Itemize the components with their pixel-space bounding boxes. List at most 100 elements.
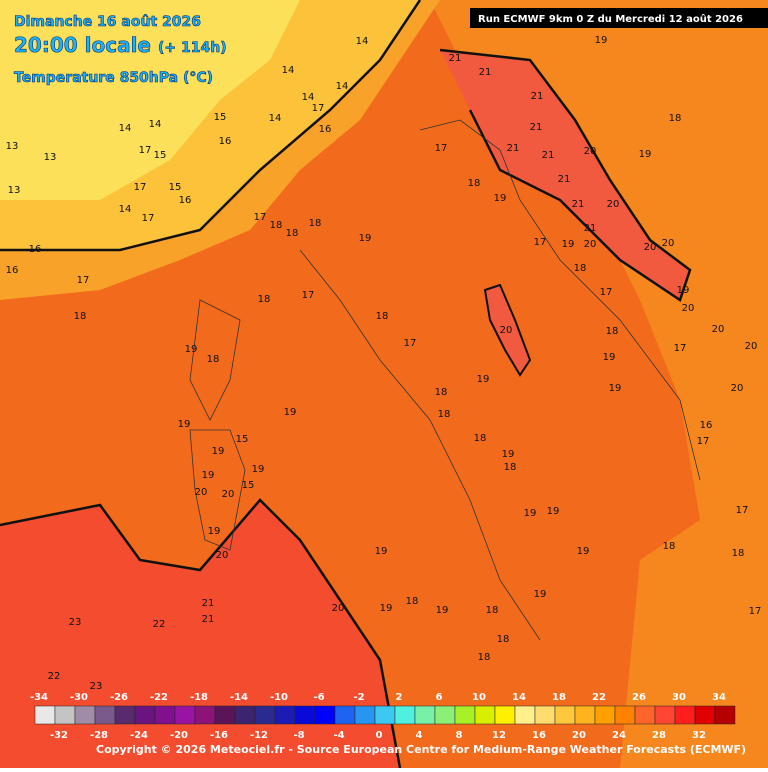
legend-swatch	[374, 705, 396, 725]
map-label: 19	[212, 446, 225, 457]
map-label: 18	[258, 294, 271, 305]
map-label: 20	[644, 242, 657, 253]
legend-tick-label: -28	[90, 730, 108, 741]
map-label: 17	[134, 182, 147, 193]
contour	[439, 48, 692, 302]
map-label: 18	[663, 541, 676, 552]
map-label: 18	[286, 228, 299, 239]
map-label: 19	[494, 193, 507, 204]
map-label: 20	[332, 603, 345, 614]
legend-tick-label: 16	[532, 730, 546, 741]
map-label: 21	[202, 614, 215, 625]
map-label: 16	[700, 420, 713, 431]
map-label: 19	[547, 506, 560, 517]
legend-swatch	[474, 705, 496, 725]
map-label: 19	[436, 605, 449, 616]
map-label: 20	[712, 324, 725, 335]
legend-tick-label: 6	[436, 692, 443, 703]
map-label: 20	[216, 550, 229, 561]
legend-swatch	[154, 705, 176, 725]
map-label: 17	[736, 505, 749, 516]
map-label: 18	[406, 596, 419, 607]
legend-swatch	[634, 705, 656, 725]
map-label: 14	[149, 119, 162, 130]
map-label: 17	[302, 290, 315, 301]
legend-swatch	[234, 705, 256, 725]
legend-swatch	[454, 705, 476, 725]
legend-tick-label: 8	[456, 730, 463, 741]
map-label: 19	[577, 546, 590, 557]
map-label: 21	[507, 143, 520, 154]
map-label: 20	[584, 146, 597, 157]
map-label: 18	[435, 387, 448, 398]
map-label: 15	[169, 182, 182, 193]
map-label: 14	[282, 65, 295, 76]
legend-tick-label: 28	[652, 730, 666, 741]
map-label: 19	[359, 233, 372, 244]
legend-tick-label: 2	[396, 692, 403, 703]
legend-tick-label: -20	[170, 730, 188, 741]
map-label: 18	[474, 433, 487, 444]
legend-tick-label: 18	[552, 692, 566, 703]
legend-swatch	[194, 705, 216, 725]
map-label: 19	[603, 352, 616, 363]
map-label: 19	[208, 526, 221, 537]
map-label: 19	[677, 285, 690, 296]
map-label: 20	[662, 238, 675, 249]
legend-swatch	[94, 705, 116, 725]
map-label: 20	[195, 487, 208, 498]
legend-swatch	[514, 705, 536, 725]
map-label: 18	[468, 178, 481, 189]
map-label: 18	[606, 326, 619, 337]
map-label: 22	[153, 619, 166, 630]
contour	[0, 498, 402, 769]
map-label: 14	[119, 123, 132, 134]
island	[189, 299, 246, 551]
map-label: 19	[534, 589, 547, 600]
copyright: Copyright © 2026 Meteociel.fr - Source E…	[96, 743, 746, 756]
legend-tick-label: 32	[692, 730, 706, 741]
legend-tick-label: -24	[130, 730, 148, 741]
map-label: 21	[530, 122, 543, 133]
run-text: Run ECMWF 9km 0 Z du Mercredi 12 août 20…	[478, 13, 743, 25]
map-label: 23	[90, 681, 103, 692]
map-label: 18	[438, 409, 451, 420]
legend-tick-label: -4	[333, 730, 344, 741]
region	[0, 0, 300, 200]
legend-swatch	[174, 705, 196, 725]
map-label: 18	[207, 354, 220, 365]
map-label: 14	[356, 36, 369, 47]
map-label: 16	[219, 136, 232, 147]
map-label: 19	[477, 374, 490, 385]
legend-tick-label: -8	[293, 730, 304, 741]
legend-swatch	[574, 705, 596, 725]
time: 20:00 locale	[14, 33, 151, 57]
map-label: 18	[309, 218, 322, 229]
map-label: 16	[319, 124, 332, 135]
map-label: 19	[595, 35, 608, 46]
map-label: 17	[139, 145, 152, 156]
map-label: 16	[29, 244, 42, 255]
map-label: 19	[380, 603, 393, 614]
legend-swatch	[394, 705, 416, 725]
region	[0, 500, 400, 768]
map-label: 17	[312, 103, 325, 114]
map-label: 17	[697, 436, 710, 447]
legend-tick-label: -26	[110, 692, 128, 703]
legend-tick-label: 12	[492, 730, 506, 741]
legend-tick-label: -34	[30, 692, 48, 703]
map-label: 20	[745, 341, 758, 352]
legend-swatch	[534, 705, 556, 725]
map-label: 18	[504, 462, 517, 473]
legend-tick-label: 30	[672, 692, 686, 703]
legend-swatch	[594, 705, 616, 725]
legend-tick-label: -12	[250, 730, 268, 741]
map-label: 17	[435, 143, 448, 154]
map-label: 18	[486, 605, 499, 616]
field-name: Temperature 850hPa (°C)	[14, 70, 213, 86]
map-label: 19	[502, 449, 515, 460]
legend-swatch	[74, 705, 96, 725]
legend-swatch	[614, 705, 636, 725]
legend-swatch	[54, 705, 76, 725]
